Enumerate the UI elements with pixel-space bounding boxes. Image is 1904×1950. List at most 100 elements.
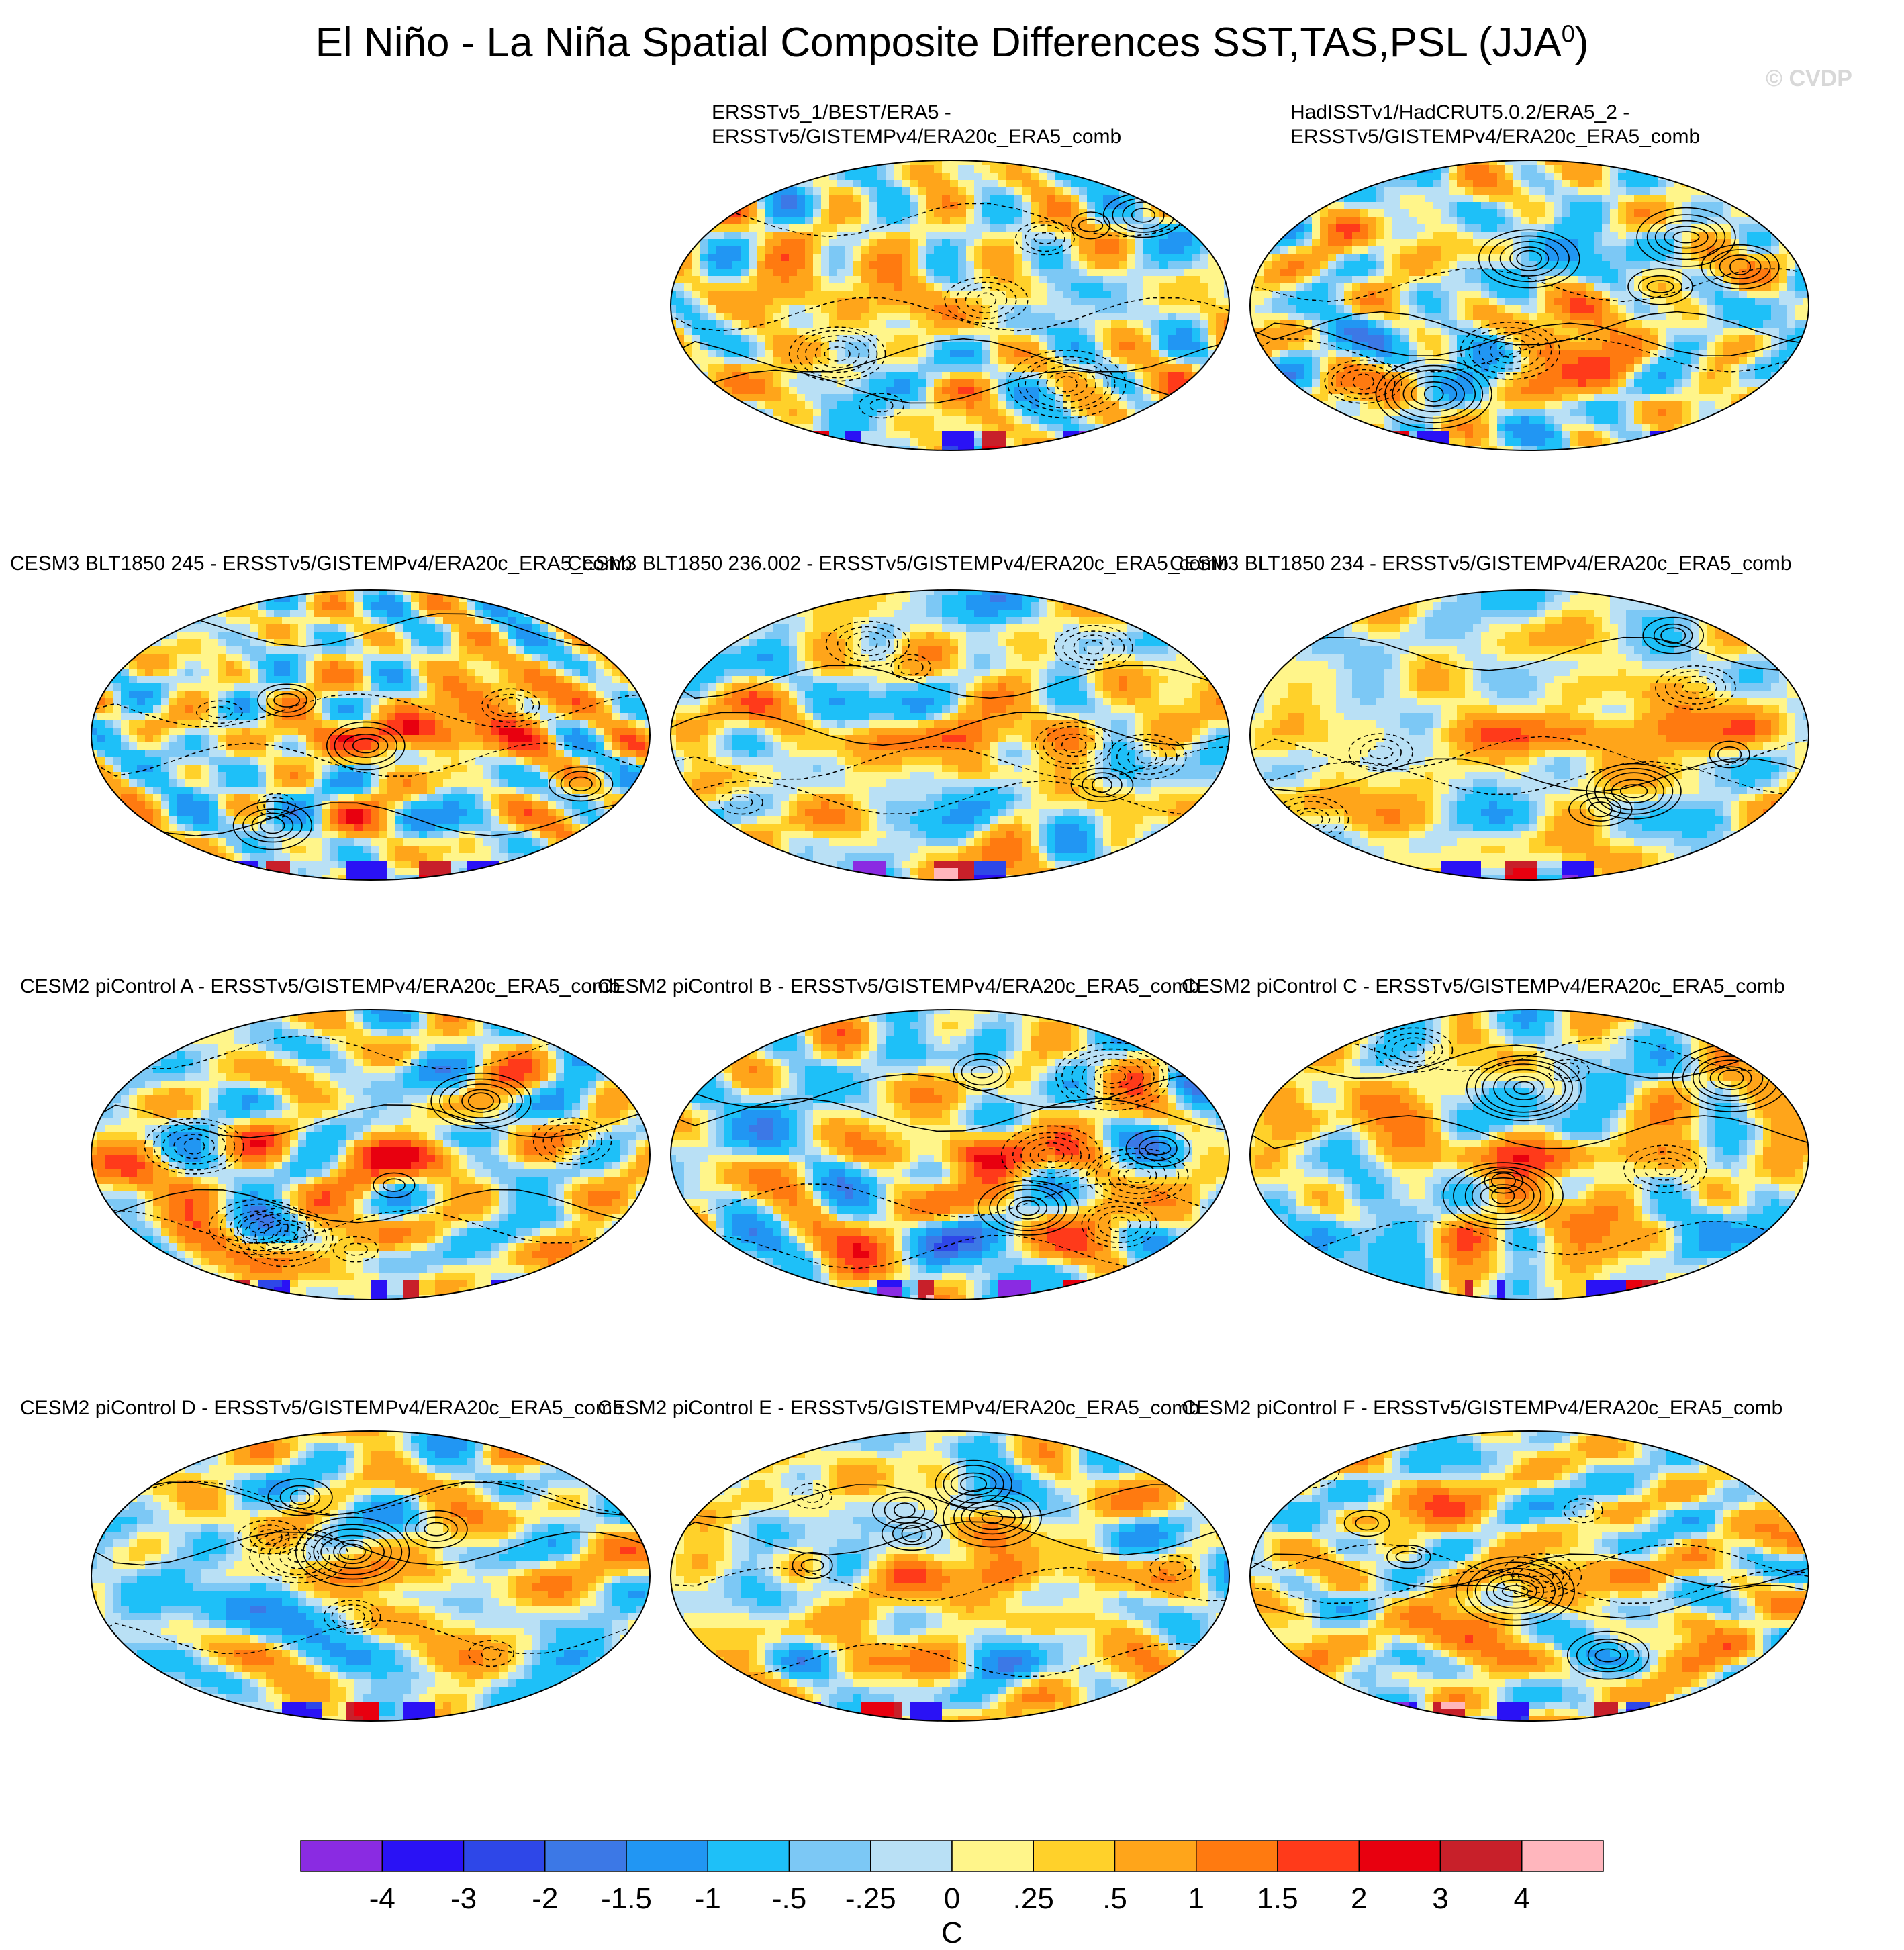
- grid-cell: [676, 254, 685, 262]
- grid-cell: [1344, 328, 1353, 336]
- grid-cell: [821, 224, 830, 232]
- grid-cell: [716, 416, 725, 424]
- grid-cell: [1409, 298, 1417, 306]
- grid-cell: [845, 217, 854, 225]
- grid-cell: [1192, 187, 1200, 195]
- grid-cell: [1336, 357, 1345, 365]
- grid-cell: [990, 409, 999, 417]
- grid-cell: [1594, 305, 1603, 313]
- grid-cell: [1691, 372, 1699, 380]
- grid-cell: [1554, 328, 1562, 336]
- grid-cell: [942, 195, 951, 203]
- grid-cell: [1176, 372, 1184, 380]
- grid-cell: [1103, 320, 1112, 328]
- grid-cell: [684, 305, 693, 313]
- grid-cell: [1594, 313, 1603, 321]
- grid-cell: [1795, 180, 1804, 188]
- grid-cell: [1176, 401, 1184, 409]
- grid-cell: [708, 320, 717, 328]
- grid-cell: [1208, 431, 1217, 439]
- grid-cell: [781, 269, 790, 277]
- grid-cell: [765, 165, 773, 173]
- grid-cell: [1168, 328, 1176, 336]
- grid-cell: [1658, 187, 1667, 195]
- grid-cell: [1409, 283, 1417, 291]
- grid-cell: [845, 320, 854, 328]
- grid-cell: [1063, 269, 1072, 277]
- grid-cell: [732, 342, 741, 350]
- grid-cell: [1602, 202, 1611, 210]
- grid-cell: [797, 195, 806, 203]
- grid-cell: [757, 173, 765, 181]
- grid-cell: [845, 401, 854, 409]
- grid-cell: [1224, 372, 1232, 380]
- grid-cell: [1771, 165, 1780, 173]
- grid-cell: [1392, 165, 1401, 173]
- grid-cell: [732, 261, 741, 269]
- grid-cell: [1022, 335, 1031, 343]
- grid-cell: [942, 379, 951, 387]
- grid-cell: [1578, 239, 1586, 247]
- grid-cell: [926, 261, 935, 269]
- grid-cell: [1247, 173, 1256, 181]
- grid-cell: [1255, 239, 1264, 247]
- grid-cell: [1634, 173, 1643, 181]
- grid-cell: [1554, 217, 1562, 225]
- grid-cell: [1079, 187, 1088, 195]
- grid-cell: [998, 291, 1007, 299]
- grid-cell: [902, 431, 910, 439]
- grid-cell: [942, 372, 951, 380]
- grid-cell: [741, 180, 749, 188]
- grid-cell: [974, 379, 983, 387]
- grid-cell: [1465, 276, 1474, 284]
- grid-cell: [1200, 224, 1208, 232]
- grid-cell: [1626, 209, 1635, 217]
- grid-cell: [950, 394, 959, 402]
- grid-cell: [1047, 313, 1055, 321]
- grid-cell: [1039, 261, 1047, 269]
- grid-cell: [1006, 364, 1015, 373]
- grid-cell: [918, 328, 926, 336]
- grid-cell: [861, 187, 870, 195]
- grid-cell: [1650, 195, 1659, 203]
- grid-cell: [1747, 224, 1756, 232]
- grid-cell: [1320, 217, 1329, 225]
- grid-cell: [741, 342, 749, 350]
- grid-cell: [1280, 357, 1288, 365]
- grid-cell: [990, 195, 999, 203]
- grid-cell: [676, 291, 685, 299]
- grid-cell: [829, 158, 838, 166]
- grid-cell: [877, 372, 886, 380]
- grid-cell: [1352, 239, 1361, 247]
- grid-cell: [998, 173, 1007, 181]
- grid-cell: [1787, 342, 1796, 350]
- grid-cell: [821, 195, 830, 203]
- grid-cell: [853, 313, 862, 321]
- grid-cell: [1296, 261, 1304, 269]
- grid-cell: [998, 416, 1007, 424]
- grid-cell: [1465, 165, 1474, 173]
- grid-cell: [1208, 394, 1217, 402]
- grid-cell: [1006, 305, 1015, 313]
- grid-cell: [1014, 328, 1023, 336]
- grid-cell: [974, 438, 983, 446]
- grid-cell: [757, 269, 765, 277]
- grid-cell: [1473, 209, 1482, 217]
- grid-cell: [1578, 372, 1586, 380]
- grid-cell: [1168, 291, 1176, 299]
- grid-cell: [1747, 313, 1756, 321]
- grid-cell: [813, 401, 822, 409]
- grid-cell: [1320, 165, 1329, 173]
- grid-cell: [1006, 424, 1015, 432]
- grid-cell: [1400, 291, 1409, 299]
- grid-cell: [773, 165, 781, 173]
- grid-cell: [1111, 239, 1120, 247]
- grid-cell: [837, 409, 846, 417]
- grid-cell: [781, 283, 790, 291]
- grid-cell: [1674, 254, 1683, 262]
- grid-cell: [724, 320, 733, 328]
- grid-cell: [1111, 328, 1120, 336]
- grid-cell: [1368, 187, 1377, 195]
- grid-cell: [1602, 232, 1611, 240]
- grid-cell: [910, 394, 918, 402]
